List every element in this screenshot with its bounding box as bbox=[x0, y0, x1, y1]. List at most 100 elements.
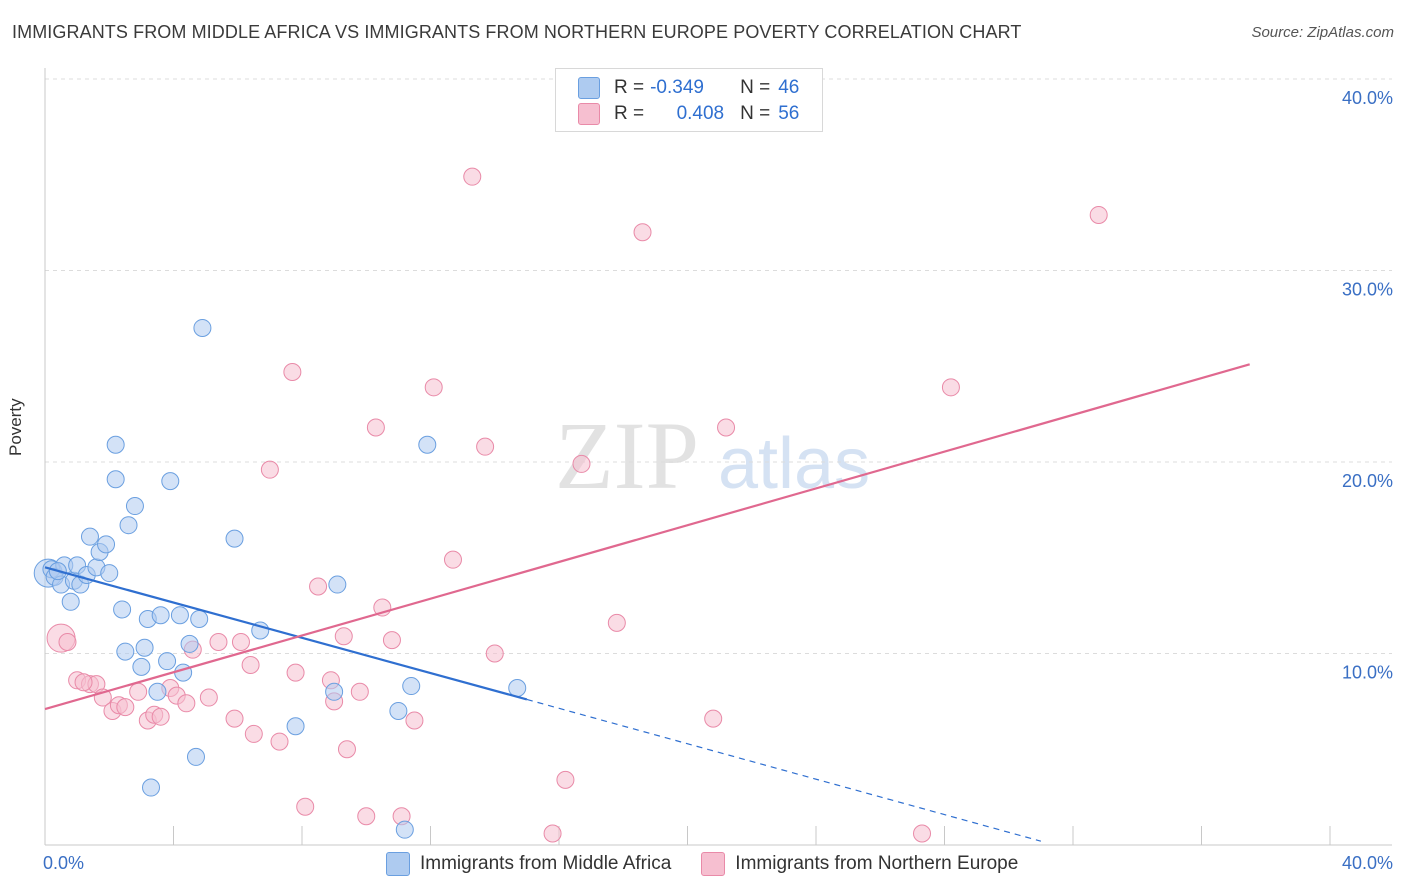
point-northern-europe bbox=[177, 694, 196, 713]
point-northern-europe bbox=[116, 698, 135, 717]
n-value-blue: 46 bbox=[778, 77, 800, 98]
point-northern-europe bbox=[283, 362, 302, 381]
legend-swatch-pink bbox=[701, 852, 726, 876]
data-points bbox=[33, 167, 1108, 843]
point-northern-europe bbox=[485, 644, 504, 663]
point-middle-africa bbox=[97, 535, 116, 554]
point-northern-europe bbox=[463, 167, 482, 186]
point-northern-europe bbox=[225, 709, 244, 728]
point-northern-europe bbox=[405, 711, 424, 730]
r-label: R = bbox=[614, 103, 645, 124]
y-tick-label: 40.0% bbox=[1342, 88, 1393, 108]
point-northern-europe bbox=[1089, 205, 1108, 224]
stats-legend: R = -0.349 N = 46 R = 0.408 N = 56 bbox=[555, 68, 823, 132]
point-northern-europe bbox=[199, 688, 218, 707]
y-tick-label: 10.0% bbox=[1342, 663, 1393, 683]
point-middle-africa bbox=[402, 677, 421, 696]
point-middle-africa bbox=[161, 472, 180, 491]
trend-lines bbox=[44, 363, 1250, 842]
point-northern-europe bbox=[309, 577, 328, 596]
r-label: R = bbox=[614, 77, 645, 98]
pink-swatch bbox=[578, 103, 600, 125]
stats-row-pink: R = 0.408 N = 56 bbox=[578, 102, 799, 126]
y-tick-label: 20.0% bbox=[1342, 471, 1393, 491]
point-middle-africa bbox=[158, 652, 177, 671]
stats-row-blue: R = -0.349 N = 46 bbox=[578, 76, 799, 100]
n-label: N = bbox=[740, 77, 771, 98]
point-northern-europe bbox=[941, 378, 960, 397]
point-middle-africa bbox=[151, 606, 170, 625]
point-northern-europe bbox=[357, 807, 376, 826]
point-northern-europe bbox=[244, 724, 263, 743]
point-northern-europe bbox=[476, 437, 495, 456]
point-northern-europe bbox=[58, 633, 77, 652]
point-northern-europe bbox=[231, 633, 250, 652]
point-middle-africa bbox=[113, 600, 132, 619]
x-tick-label-max: 40.0% bbox=[1342, 853, 1393, 873]
legend-label-northern-europe: Immigrants from Northern Europe bbox=[735, 853, 1019, 874]
point-middle-africa bbox=[325, 682, 344, 701]
point-middle-africa bbox=[80, 527, 99, 546]
y-tick-label: 30.0% bbox=[1342, 280, 1393, 300]
tick-labels: 10.0% 20.0% 30.0% 40.0% 0.0% 40.0% bbox=[43, 88, 1393, 873]
point-northern-europe bbox=[366, 418, 385, 437]
chart-title: IMMIGRANTS FROM MIDDLE AFRICA VS IMMIGRA… bbox=[12, 22, 1022, 42]
point-middle-africa bbox=[119, 516, 138, 535]
trend-line-northern-europe bbox=[44, 363, 1250, 711]
point-northern-europe bbox=[633, 223, 652, 242]
point-northern-europe bbox=[704, 709, 723, 728]
point-northern-europe bbox=[296, 797, 315, 816]
point-northern-europe bbox=[572, 454, 591, 473]
point-middle-africa bbox=[100, 564, 119, 583]
legend-item-northern-europe: Immigrants from Northern Europe bbox=[701, 852, 1018, 876]
r-value-pink: 0.408 bbox=[676, 103, 725, 124]
watermark-atlas: atlas bbox=[718, 424, 870, 504]
point-middle-africa bbox=[61, 592, 80, 611]
trend-extension-middle-africa bbox=[526, 698, 1042, 842]
legend-item-middle-africa: Immigrants from Middle Africa bbox=[386, 852, 671, 876]
point-middle-africa bbox=[135, 638, 154, 657]
point-middle-africa bbox=[116, 642, 135, 661]
point-northern-europe bbox=[270, 732, 289, 751]
point-middle-africa bbox=[225, 529, 244, 548]
point-middle-africa bbox=[395, 820, 414, 839]
point-middle-africa bbox=[125, 497, 144, 516]
point-middle-africa bbox=[106, 435, 125, 454]
n-value-pink: 56 bbox=[778, 103, 800, 124]
point-middle-africa bbox=[142, 778, 161, 797]
point-northern-europe bbox=[556, 770, 575, 789]
point-northern-europe bbox=[151, 707, 170, 726]
point-middle-africa bbox=[286, 717, 305, 736]
point-northern-europe bbox=[607, 613, 626, 632]
point-middle-africa bbox=[508, 678, 527, 697]
point-northern-europe bbox=[382, 631, 401, 650]
legend-swatch-blue bbox=[386, 852, 410, 876]
point-northern-europe bbox=[334, 627, 353, 646]
series-legend: Immigrants from Middle Africa Immigrants… bbox=[386, 852, 1048, 876]
point-middle-africa bbox=[148, 682, 167, 701]
x-tick-label-min: 0.0% bbox=[43, 853, 84, 873]
point-northern-europe bbox=[74, 673, 93, 692]
point-northern-europe bbox=[443, 550, 462, 569]
point-middle-africa bbox=[418, 435, 437, 454]
point-northern-europe bbox=[543, 824, 562, 843]
gridlines bbox=[45, 78, 1392, 654]
point-northern-europe bbox=[286, 663, 305, 682]
point-northern-europe bbox=[260, 460, 279, 479]
point-middle-africa bbox=[180, 634, 199, 653]
r-value-blue: -0.349 bbox=[650, 77, 704, 98]
point-middle-africa bbox=[170, 606, 189, 625]
point-middle-africa bbox=[193, 318, 212, 337]
point-middle-africa bbox=[328, 575, 347, 594]
point-middle-africa bbox=[132, 657, 151, 676]
trend-line-middle-africa bbox=[44, 566, 528, 701]
blue-swatch bbox=[578, 77, 600, 99]
source-label: Source: ZipAtlas.com bbox=[1251, 24, 1394, 41]
watermark-zip: ZIP bbox=[555, 402, 699, 509]
point-middle-africa bbox=[190, 610, 209, 629]
point-middle-africa bbox=[186, 747, 205, 766]
legend-label-middle-africa: Immigrants from Middle Africa bbox=[420, 853, 672, 874]
point-middle-africa bbox=[389, 701, 408, 720]
n-label: N = bbox=[740, 103, 771, 124]
